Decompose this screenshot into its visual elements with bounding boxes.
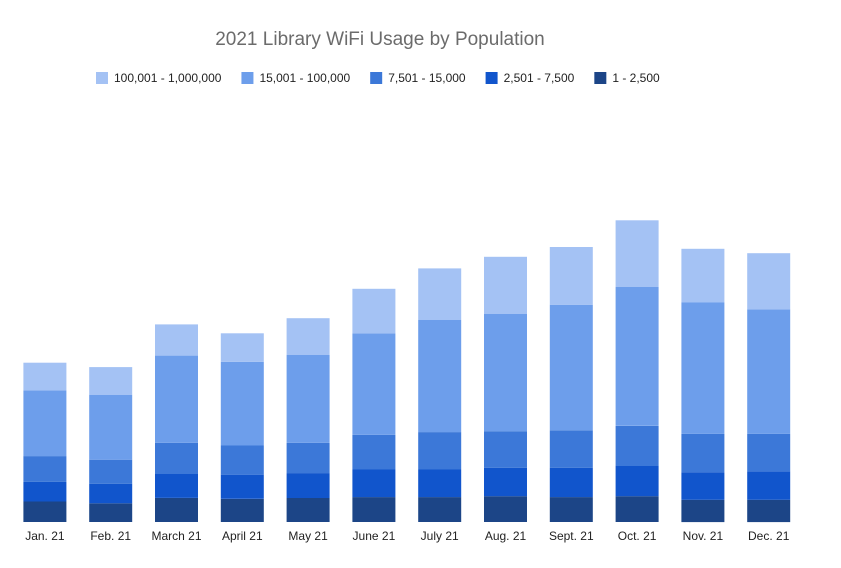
x-tick-label: April 21	[222, 529, 263, 543]
x-axis-ticks: Jan. 21 Feb. 21 March 21 April 21 May 21 June…	[25, 529, 789, 543]
legend: 100,001 - 1,000,000 15,001 - 100,000 7,501…	[96, 71, 660, 85]
bar-segment-feb-21-2-501-7-500	[89, 483, 133, 504]
x-tick-label: May 21	[288, 529, 328, 543]
bar-segment-june-21-2-501-7-500	[352, 469, 396, 498]
bar-segment-nov-21-100-001-1-000-000	[681, 248, 725, 303]
bar-segment-nov-21-15-001-100-000	[681, 302, 725, 434]
bar-segment-aug-21-15-001-100-000	[484, 313, 527, 432]
bar-segment-sept-21-15-001-100-000	[549, 304, 593, 431]
bar-segment-may-21-2-501-7-500	[286, 473, 330, 498]
bar-segment-july-21-15-001-100-000	[418, 320, 462, 433]
bar-segment-feb-21-100-001-1-000-000	[89, 367, 133, 395]
legend-swatch	[96, 72, 108, 84]
bar-segment-april-21-100-001-1-000-000	[220, 333, 264, 362]
bar-segment-dec-21-7-501-15-000	[747, 433, 791, 472]
bar-segment-dec-21-2-501-7-500	[747, 471, 791, 500]
bar-segment-feb-21-7-501-15-000	[89, 459, 133, 484]
bar-segment-may-21-100-001-1-000-000	[286, 318, 330, 355]
legend-swatch	[370, 72, 383, 84]
bar-segment-aug-21-2-501-7-500	[484, 467, 527, 497]
x-tick-label: March 21	[151, 529, 201, 543]
x-tick-label: June 21	[353, 529, 396, 543]
x-tick-label: Aug. 21	[485, 529, 527, 543]
bar-segment-jan-21-100-001-1-000-000	[23, 362, 67, 391]
bar-segment-oct-21-1-2-500	[615, 496, 659, 522]
bars	[23, 220, 791, 523]
bar-segment-july-21-7-501-15-000	[418, 432, 462, 470]
bar-segment-jan-21-7-501-15-000	[23, 456, 67, 482]
bar-segment-oct-21-2-501-7-500	[615, 465, 659, 497]
bar-segment-july-21-100-001-1-000-000	[418, 268, 462, 320]
bar-segment-march-21-100-001-1-000-000	[155, 324, 198, 356]
bar-segment-march-21-2-501-7-500	[155, 473, 198, 498]
bar-segment-aug-21-100-001-1-000-000	[484, 256, 527, 314]
legend-label: 100,001 - 1,000,000	[114, 71, 222, 85]
bar-segment-jan-21-15-001-100-000	[23, 390, 67, 457]
legend-item-100-001-1-000-000[interactable]: 100,001 - 1,000,000	[96, 71, 222, 85]
bar-segment-dec-21-1-2-500	[747, 499, 791, 523]
legend-swatch	[241, 72, 254, 84]
x-tick-label: Sept. 21	[549, 529, 594, 543]
x-tick-label: Jan. 21	[25, 529, 65, 543]
bar-segment-oct-21-100-001-1-000-000	[615, 220, 659, 287]
bar-segment-nov-21-1-2-500	[681, 499, 725, 523]
legend-swatch	[485, 72, 498, 84]
bar-segment-sept-21-100-001-1-000-000	[549, 247, 593, 305]
legend-item-2-501-7-500[interactable]: 2,501 - 7,500	[485, 71, 575, 85]
bar-segment-dec-21-100-001-1-000-000	[747, 253, 791, 310]
bar-segment-aug-21-7-501-15-000	[484, 431, 527, 468]
bar-segment-april-21-1-2-500	[220, 498, 264, 522]
bar-segment-april-21-15-001-100-000	[220, 361, 264, 446]
x-tick-label: Oct. 21	[618, 529, 657, 543]
legend-label: 1 - 2,500	[612, 71, 660, 85]
bar-segment-dec-21-15-001-100-000	[747, 309, 791, 434]
x-tick-label: Feb. 21	[90, 529, 131, 543]
bar-segment-may-21-1-2-500	[286, 498, 330, 522]
bar-segment-aug-21-1-2-500	[484, 496, 527, 522]
legend-swatch	[594, 72, 607, 84]
legend-label: 2,501 - 7,500	[504, 71, 575, 85]
bar-segment-jan-21-1-2-500	[23, 501, 67, 522]
legend-label: 7,501 - 15,000	[388, 71, 466, 85]
bar-segment-feb-21-15-001-100-000	[89, 394, 133, 460]
legend-item-7-501-15-000[interactable]: 7,501 - 15,000	[370, 71, 466, 85]
bar-segment-june-21-15-001-100-000	[352, 333, 396, 435]
legend-item-1-2-500[interactable]: 1 - 2,500	[594, 71, 660, 85]
legend-label: 15,001 - 100,000	[259, 71, 350, 85]
bar-segment-july-21-1-2-500	[418, 497, 462, 522]
bar-segment-march-21-7-501-15-000	[155, 442, 198, 474]
bar-segment-june-21-7-501-15-000	[352, 434, 396, 470]
bar-segment-nov-21-2-501-7-500	[681, 472, 725, 500]
x-tick-label: July 21	[421, 529, 459, 543]
x-tick-label: Nov. 21	[683, 529, 724, 543]
bar-segment-march-21-1-2-500	[155, 498, 198, 522]
bar-segment-march-21-15-001-100-000	[155, 355, 198, 443]
bar-segment-sept-21-2-501-7-500	[549, 467, 593, 498]
bar-segment-oct-21-15-001-100-000	[615, 287, 659, 426]
bar-segment-june-21-1-2-500	[352, 497, 396, 522]
bar-segment-feb-21-1-2-500	[89, 503, 133, 522]
bar-segment-jan-21-2-501-7-500	[23, 481, 67, 502]
bar-segment-nov-21-7-501-15-000	[681, 433, 725, 473]
bar-segment-june-21-100-001-1-000-000	[352, 288, 396, 334]
bar-segment-oct-21-7-501-15-000	[615, 425, 659, 466]
bar-segment-may-21-7-501-15-000	[286, 442, 330, 474]
bar-segment-april-21-2-501-7-500	[220, 474, 264, 499]
bar-segment-april-21-7-501-15-000	[220, 445, 264, 475]
x-tick-label: Dec. 21	[748, 529, 790, 543]
bar-segment-july-21-2-501-7-500	[418, 469, 462, 498]
bar-segment-sept-21-1-2-500	[549, 497, 593, 522]
legend-item-15-001-100-000[interactable]: 15,001 - 100,000	[241, 71, 351, 85]
bar-segment-sept-21-7-501-15-000	[549, 430, 593, 468]
chart-title: 2021 Library WiFi Usage by Population	[215, 29, 545, 50]
bar-segment-may-21-15-001-100-000	[286, 354, 330, 443]
